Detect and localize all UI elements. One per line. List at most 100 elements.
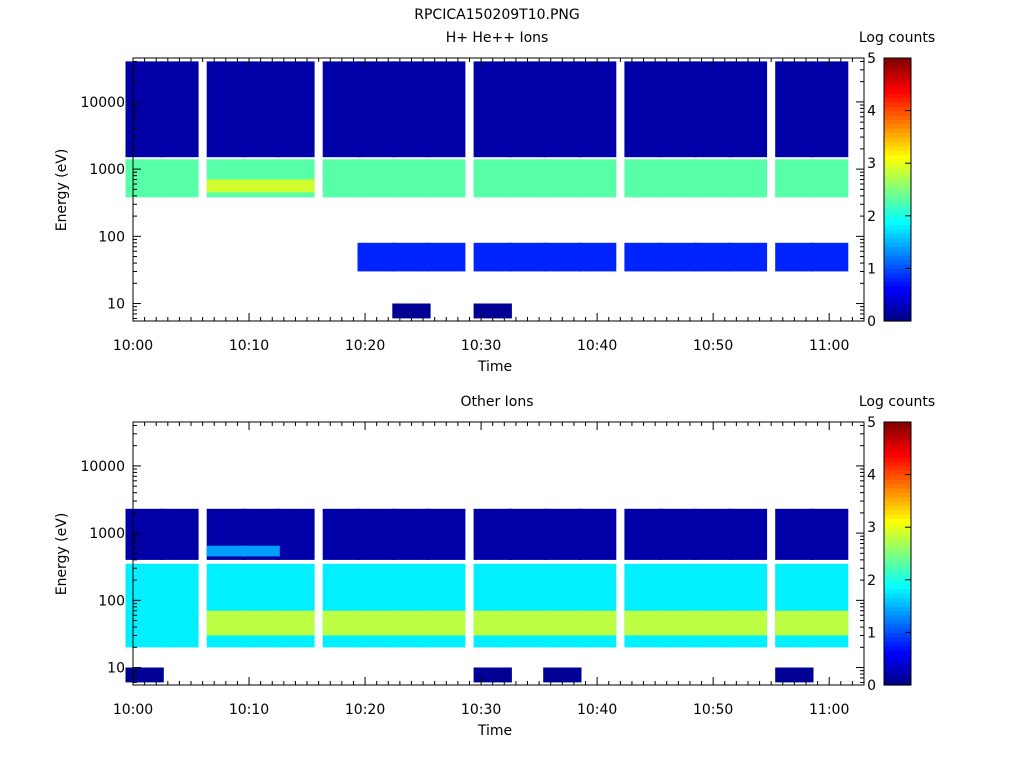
x-axis-label: Time — [477, 723, 512, 739]
heatmap-cell — [624, 508, 663, 560]
colorbar-segment — [884, 150, 911, 156]
colorbar-segment — [884, 272, 911, 278]
colorbar-segment — [884, 185, 911, 191]
colorbar-segment — [884, 601, 911, 607]
colorbar-segment — [884, 237, 911, 243]
colorbar-segment — [884, 281, 911, 287]
colorbar-segment — [884, 255, 911, 261]
colorbar-segment — [884, 465, 911, 471]
colorbar-segment — [884, 588, 911, 594]
heatmap-cell — [125, 61, 164, 158]
colorbar-segment — [884, 132, 911, 138]
heatmap-cell — [206, 61, 245, 158]
colorbar-segment — [884, 531, 911, 537]
x-tick-label: 11:00 — [809, 702, 849, 718]
heatmap-cell — [322, 61, 361, 158]
colorbar-segment — [884, 562, 911, 568]
heatmap-cell — [206, 545, 245, 557]
heatmap-cell — [775, 159, 814, 198]
colorbar-segment — [884, 158, 911, 164]
x-tick-label: 10:50 — [693, 702, 733, 718]
colorbar-segment — [884, 676, 911, 682]
x-tick-label: 10:30 — [461, 702, 501, 718]
colorbar-segment — [884, 259, 911, 265]
heatmap-cell — [357, 610, 396, 636]
colorbar-segment — [884, 680, 911, 686]
y-axis: 10 100 1000 10000 — [80, 424, 864, 683]
heatmap-cell — [160, 563, 199, 648]
colorbar-tick-label: 5 — [867, 415, 876, 431]
heatmap-cell — [427, 242, 466, 272]
heatmap-cell — [125, 667, 164, 683]
heatmap-cell — [473, 242, 512, 272]
heatmap-cell — [392, 242, 431, 272]
colorbar-segment — [884, 496, 911, 502]
colorbar-tick-label: 0 — [867, 314, 876, 330]
colorbar-segment — [884, 88, 911, 94]
colorbar-segment — [884, 246, 911, 252]
colorbar-segment — [884, 636, 911, 642]
heatmap-cell — [473, 303, 512, 319]
colorbar-segment — [884, 435, 911, 441]
colorbar-segment — [884, 614, 911, 620]
colorbar-segment — [884, 193, 911, 199]
x-tick-label: 10:10 — [229, 338, 269, 354]
colorbar-segment — [884, 290, 911, 296]
colorbar-segment — [884, 123, 911, 129]
colorbar-segment — [884, 294, 911, 300]
colorbar-segment — [884, 136, 911, 142]
heatmap-cell — [728, 242, 768, 272]
colorbar-segment — [884, 478, 911, 484]
colorbar-tick-label: 0 — [867, 678, 876, 694]
colorbar-segment — [884, 566, 911, 572]
heatmap-cell — [357, 159, 396, 198]
heatmap-cell — [543, 61, 582, 158]
heatmap-cell — [473, 159, 512, 198]
colorbar-tick-label: 3 — [867, 156, 876, 172]
y-tick-label: 10 — [107, 661, 125, 677]
heatmap-cell — [427, 61, 466, 158]
x-tick-label: 10:10 — [229, 702, 269, 718]
heatmap-cell — [392, 159, 431, 198]
heatmap-cell — [694, 61, 733, 158]
heatmap-cell — [543, 508, 582, 560]
colorbar-segment — [884, 654, 911, 660]
colorbar-segment — [884, 93, 911, 99]
heatmap-cell — [508, 610, 547, 636]
colorbar-segment — [884, 535, 911, 541]
heatmap-cell — [543, 610, 582, 636]
heatmap-cell — [125, 508, 164, 560]
colorbar-segment — [884, 189, 911, 195]
colorbar-segment — [884, 299, 911, 305]
colorbar-segment — [884, 242, 911, 248]
colorbar-segment — [884, 316, 911, 322]
colorbar-segment — [884, 667, 911, 673]
heatmap-cell — [125, 563, 164, 648]
colorbar-segment — [884, 207, 911, 213]
colorbar-segment — [884, 457, 911, 463]
heatmap-cell — [728, 508, 768, 560]
heatmap-cell — [241, 179, 280, 193]
y-axis-label: Energy (eV) — [54, 149, 70, 232]
heatmap-cell — [508, 61, 547, 158]
colorbar-segment — [884, 518, 911, 524]
heatmap-cell — [659, 610, 698, 636]
colorbar-segment — [884, 268, 911, 274]
heatmap-cell — [810, 159, 849, 198]
colorbar-segment — [884, 101, 911, 107]
colorbar-segment — [884, 487, 911, 493]
y-tick-label: 100 — [98, 593, 125, 609]
colorbar-segment — [884, 448, 911, 454]
colorbar-segment — [884, 483, 911, 489]
colorbar-segment — [884, 66, 911, 72]
heatmap-cell — [206, 179, 245, 193]
y-axis: 10 100 1000 10000 — [80, 60, 864, 319]
colorbar-segment — [884, 224, 911, 230]
colorbar: 0 1 2 3 4 5 — [867, 415, 912, 694]
x-tick-label: 10:00 — [113, 702, 153, 718]
colorbar-segment — [884, 215, 911, 221]
heatmap-cell — [578, 61, 617, 158]
colorbar-segment — [884, 492, 911, 498]
colorbar-segment — [884, 141, 911, 147]
